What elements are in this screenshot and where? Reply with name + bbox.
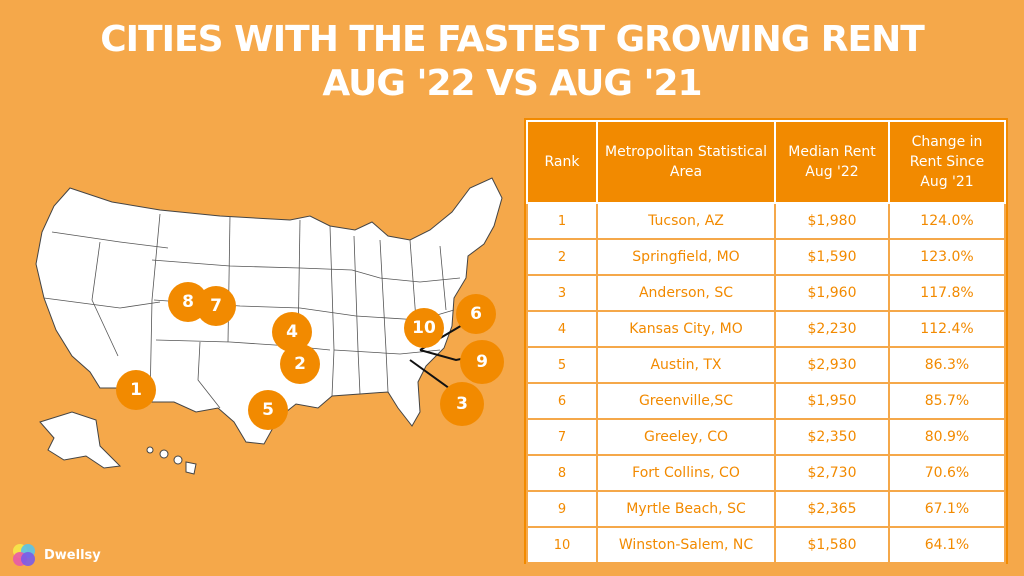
title-line-2: AUG '22 VS AUG '21 [322, 63, 702, 104]
table-row: 8 Fort Collins, CO $2,730 70.6% [526, 454, 1006, 492]
cell-change: 124.0% [888, 202, 1006, 240]
header-change: Change in Rent Since Aug '21 [888, 120, 1006, 204]
cell-area: Anderson, SC [596, 274, 776, 312]
cell-area: Kansas City, MO [596, 310, 776, 348]
cell-rent: $2,365 [774, 490, 890, 528]
page-title: CITIES WITH THE FASTEST GROWING RENT AUG… [0, 18, 1024, 106]
cell-area: Tucson, AZ [596, 202, 776, 240]
cell-change: 117.8% [888, 274, 1006, 312]
cell-area: Winston-Salem, NC [596, 526, 776, 564]
cell-change: 123.0% [888, 238, 1006, 276]
table-row: 7 Greeley, CO $2,350 80.9% [526, 418, 1006, 456]
map-marker-9: 9 [460, 340, 504, 384]
table-row: 10 Winston-Salem, NC $1,580 64.1% [526, 526, 1006, 564]
cell-rent: $2,350 [774, 418, 890, 456]
cell-rank: 9 [526, 490, 598, 528]
map-marker-5: 5 [248, 390, 288, 430]
dwellsy-logo-icon [13, 544, 35, 566]
cell-change: 85.7% [888, 382, 1006, 420]
cell-rent: $1,950 [774, 382, 890, 420]
table-row: 9 Myrtle Beach, SC $2,365 67.1% [526, 490, 1006, 528]
title-line-1: CITIES WITH THE FASTEST GROWING RENT [100, 19, 925, 60]
cell-rank: 5 [526, 346, 598, 384]
contiguous-us-shape [35, 177, 503, 445]
us-map-shape [35, 177, 503, 475]
map-marker-4: 4 [272, 312, 312, 352]
cell-area: Springfield, MO [596, 238, 776, 276]
hawaii-shape [146, 446, 197, 475]
table-row: 4 Kansas City, MO $2,230 112.4% [526, 310, 1006, 348]
cell-change: 80.9% [888, 418, 1006, 456]
table-row: 3 Anderson, SC $1,960 117.8% [526, 274, 1006, 312]
header-rent: Median Rent Aug '22 [774, 120, 890, 204]
cell-change: 86.3% [888, 346, 1006, 384]
cell-rank: 7 [526, 418, 598, 456]
dwellsy-brand: Dwellsy [10, 540, 101, 570]
cell-rank: 4 [526, 310, 598, 348]
brand-name: Dwellsy [44, 547, 101, 563]
cell-change: 67.1% [888, 490, 1006, 528]
map-marker-8: 8 [168, 282, 208, 322]
table-header-row: Rank Metropolitan Statistical Area Media… [526, 120, 1006, 204]
cell-change: 70.6% [888, 454, 1006, 492]
cell-rent: $2,730 [774, 454, 890, 492]
table-row: 5 Austin, TX $2,930 86.3% [526, 346, 1006, 384]
alaska-shape [39, 411, 122, 469]
cell-area: Greenville,SC [596, 382, 776, 420]
cell-rent: $1,960 [774, 274, 890, 312]
cell-rank: 3 [526, 274, 598, 312]
cell-rent: $1,580 [774, 526, 890, 564]
cell-rank: 1 [526, 202, 598, 240]
rent-table: Rank Metropolitan Statistical Area Media… [524, 118, 1008, 564]
cell-rank: 6 [526, 382, 598, 420]
table-row: 1 Tucson, AZ $1,980 124.0% [526, 202, 1006, 240]
cell-area: Myrtle Beach, SC [596, 490, 776, 528]
cell-change: 112.4% [888, 310, 1006, 348]
cell-change: 64.1% [888, 526, 1006, 564]
cell-area: Fort Collins, CO [596, 454, 776, 492]
cell-rank: 2 [526, 238, 598, 276]
us-map: 1 2 3 4 5 6 7 8 9 10 [0, 150, 520, 490]
map-marker-6: 6 [456, 294, 496, 334]
cell-rent: $1,590 [774, 238, 890, 276]
header-rank: Rank [526, 120, 598, 204]
table-row: 6 Greenville,SC $1,950 85.7% [526, 382, 1006, 420]
cell-rent: $2,930 [774, 346, 890, 384]
cell-rank: 8 [526, 454, 598, 492]
map-marker-10: 10 [404, 308, 444, 348]
cell-rent: $2,230 [774, 310, 890, 348]
map-marker-3: 3 [440, 382, 484, 426]
table-row: 2 Springfield, MO $1,590 123.0% [526, 238, 1006, 276]
map-marker-1: 1 [116, 370, 156, 410]
cell-rent: $1,980 [774, 202, 890, 240]
cell-rank: 10 [526, 526, 598, 564]
cell-area: Greeley, CO [596, 418, 776, 456]
header-area: Metropolitan Statistical Area [596, 120, 776, 204]
cell-area: Austin, TX [596, 346, 776, 384]
